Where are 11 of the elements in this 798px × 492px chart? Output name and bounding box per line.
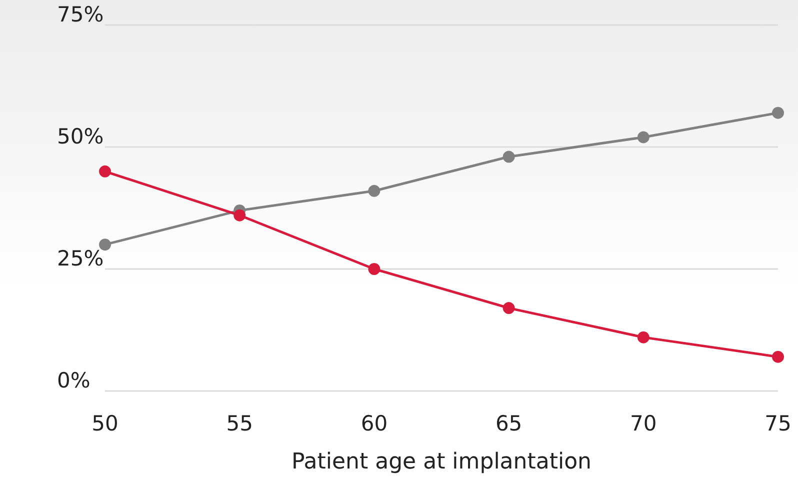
y-tick-label: 0%: [57, 368, 90, 392]
x-tick-label: 70: [630, 412, 657, 436]
x-tick-label: 55: [226, 412, 253, 436]
x-axis-title: Patient age at implantation: [292, 450, 592, 474]
y-tick-label: 25%: [57, 246, 104, 270]
x-tick-label: 65: [495, 412, 522, 436]
y-tick-label: 75%: [57, 2, 104, 26]
y-tick-label: 50%: [57, 124, 104, 148]
x-tick-label: 50: [92, 412, 118, 436]
x-tick-label: 60: [360, 412, 388, 436]
x-tick-label: 75: [764, 412, 792, 436]
